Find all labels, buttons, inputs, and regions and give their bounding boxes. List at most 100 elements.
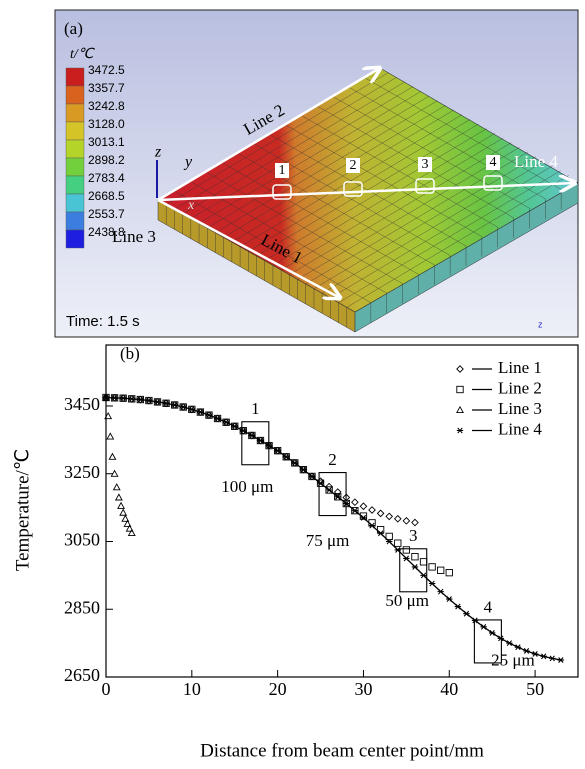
marker [403,547,409,553]
colorbar-tick-label: 2668.5 [88,189,125,203]
annotation-number: 3 [409,526,418,545]
colorbar-tick-label: 3357.7 [88,81,125,95]
x-tick-label: 50 [526,679,544,699]
y-tick-label: 2650 [64,665,100,685]
panel-b: (b) Distance from beam center point/mm T… [12,344,578,761]
marker [352,508,358,513]
marker [395,540,401,546]
x-tick-label: 0 [102,679,111,699]
point-label: 1 [279,163,286,178]
marker [489,630,495,635]
annotation-number: 1 [251,399,260,418]
marker [446,597,452,602]
colorbar-tick-label: 3242.8 [88,99,125,113]
axis-letter: y [183,154,193,171]
marker [506,641,512,646]
legend-marker [457,386,463,392]
legend-label: Line 1 [498,358,542,377]
marker [154,399,160,404]
marker [189,407,195,412]
marker [197,410,203,415]
marker [420,573,426,578]
point-label: 4 [490,155,497,170]
colorbar-tick-label: 3472.5 [88,63,125,77]
marker [386,513,392,519]
time-label: Time: 1.5 s [66,313,140,330]
legend-label: Line 4 [498,419,542,438]
series-line [106,398,561,661]
marker [111,395,117,400]
marker [549,656,555,661]
legend-label: Line 3 [498,399,542,418]
colorbar-swatch [66,176,84,194]
annotation-number: 4 [484,597,493,616]
colorbar-swatch [66,158,84,176]
marker [206,413,212,418]
marker [455,604,461,609]
marker [515,645,521,650]
colorbar-tick-label: 2898.2 [88,153,125,167]
marker [223,420,229,425]
y-tick-label: 2850 [64,597,100,617]
marker [377,510,383,516]
page: { "panel_a": { "label": "(a)", "colorbar… [0,0,585,764]
line-label: Line 3 [112,227,156,246]
colorbar: 3472.5 3357.7 3242.8 3128.0 3013.1 2898.2 2783… [66,63,125,248]
figure: 3472.5 3357.7 3242.8 3128.0 3013.1 2898.2 2783… [0,0,585,764]
marker [412,564,418,569]
marker [326,487,332,492]
marker [412,519,418,525]
marker [180,404,186,409]
colorbar-tick-label: 2783.4 [88,171,125,185]
marker [446,569,452,575]
corner-axis: z [538,319,543,329]
y-axis-label: Temperature/℃ [12,449,33,571]
y-tick-label: 3050 [64,530,100,550]
marker [120,509,126,515]
marker [437,589,443,594]
legend-marker [457,428,463,433]
marker [283,454,289,459]
marker [437,567,443,573]
panel-label: (b) [120,344,140,363]
marker [129,396,135,401]
x-axis-label: Distance from beam center point/mm [200,740,484,761]
x-tick-label: 20 [269,679,287,699]
x-tick-label: 10 [183,679,201,699]
colorbar-tick-label: 3128.0 [88,117,125,131]
colorbar-swatch [66,68,84,86]
line-label: Line 4 [514,152,558,171]
axis-letter: z [154,144,162,161]
colorbar-swatch [66,104,84,122]
marker [463,611,469,616]
colorbar-title: t/℃ [70,47,96,62]
marker [109,454,115,460]
annotation-text: 75 μm [306,531,350,550]
y-tick-label: 3450 [64,394,100,414]
colorbar-swatch [66,86,84,104]
marker [403,518,409,524]
colorbar-swatch [66,140,84,158]
marker [292,460,298,465]
marker [146,398,152,403]
point-label: 2 [350,158,357,173]
colorbar-swatch [66,194,84,212]
marker [300,467,306,472]
point-label: 3 [422,157,429,172]
marker [377,531,383,536]
colorbar-tick-label: 3013.1 [88,135,125,149]
axis-letter: x [187,198,195,213]
marker [420,559,426,565]
marker [558,658,564,663]
marker [540,654,546,659]
legend-marker [457,407,463,413]
legend-marker [457,366,463,372]
marker [412,554,418,560]
marker [257,438,263,443]
colorbar-tick-label: 2553.7 [88,207,125,221]
marker [429,581,435,586]
marker [129,530,135,536]
marker [163,401,169,406]
panel-label: (a) [64,19,83,38]
marker [240,428,246,433]
